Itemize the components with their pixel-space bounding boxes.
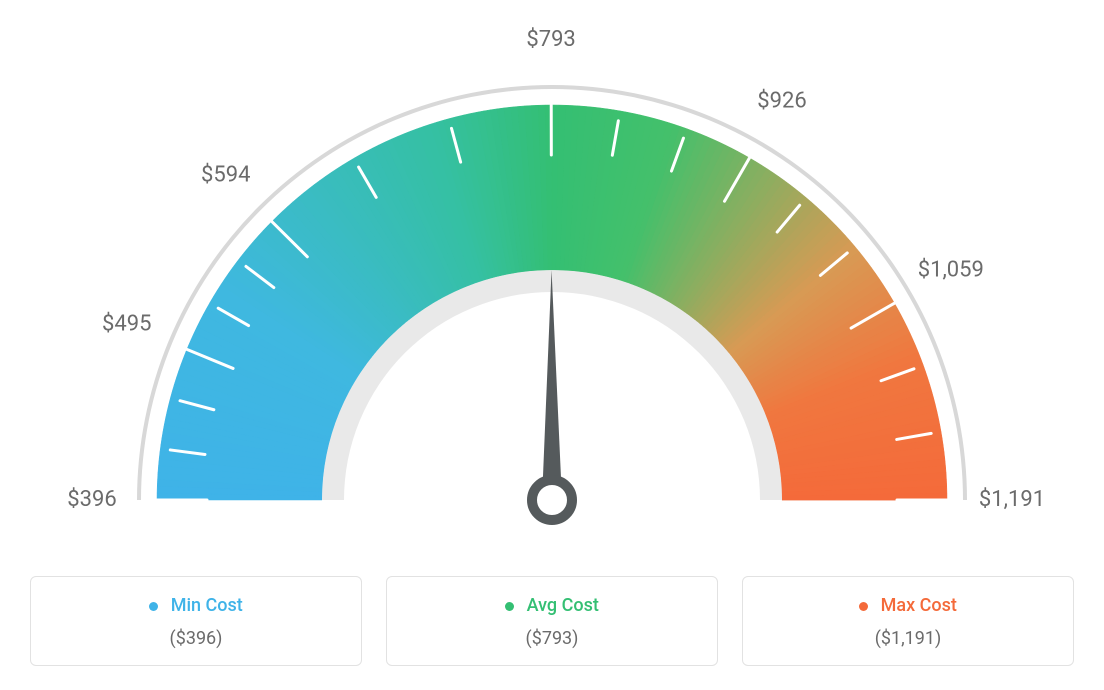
gauge-tick-label: $1,191 [979, 487, 1045, 512]
gauge-needle-hub [532, 480, 572, 520]
gauge-tick-label: $1,059 [918, 258, 984, 283]
gauge-chart-container: $396 $495 $594 $793 $926 $1,059 $1,191 Min Cos… [0, 0, 1104, 690]
gauge-tick-label: $594 [201, 163, 250, 188]
legend-label-max: Max Cost [881, 595, 957, 616]
gauge-tick-label: $793 [526, 27, 575, 52]
legend-title-max: Max Cost [753, 595, 1063, 616]
legend-title-min: Min Cost [41, 595, 351, 616]
legend-value-max: ($1,191) [753, 628, 1063, 649]
legend-dot-min [149, 602, 158, 611]
gauge-tick-label: $396 [67, 487, 116, 512]
legend-label-avg: Avg Cost [527, 595, 599, 616]
legend-card-avg: Avg Cost ($793) [386, 576, 718, 666]
legend-label-min: Min Cost [171, 595, 243, 616]
legend-value-min: ($396) [41, 628, 351, 649]
gauge-needle [542, 270, 562, 500]
legend-dot-avg [505, 602, 514, 611]
legend-dot-max [859, 602, 868, 611]
legend-card-min: Min Cost ($396) [30, 576, 362, 666]
gauge-tick-label: $495 [102, 311, 151, 336]
gauge-svg: $396 $495 $594 $793 $926 $1,059 $1,191 [0, 0, 1104, 560]
legend-value-avg: ($793) [397, 628, 707, 649]
legend-row: Min Cost ($396) Avg Cost ($793) Max Cost… [0, 576, 1104, 666]
legend-title-avg: Avg Cost [397, 595, 707, 616]
legend-card-max: Max Cost ($1,191) [742, 576, 1074, 666]
gauge-tick-label: $926 [757, 88, 806, 113]
